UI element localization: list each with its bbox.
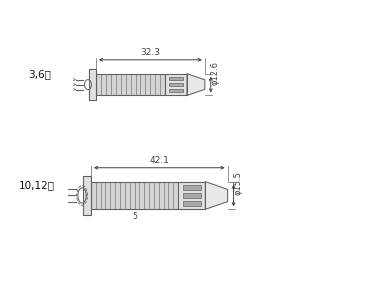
Bar [96,74,165,95]
Bar [83,176,91,215]
Bar [169,77,183,80]
Polygon shape [187,74,205,95]
Bar [91,181,178,209]
Text: 10,12極: 10,12極 [19,181,54,191]
Bar [183,201,201,206]
Bar [183,193,201,198]
Bar [183,185,201,190]
Bar [91,181,178,209]
Bar [169,89,183,92]
Bar [83,176,91,215]
Bar [178,181,205,209]
Text: 5: 5 [132,212,137,221]
Bar [169,83,183,86]
Bar [89,69,96,101]
Text: 32.3: 32.3 [140,48,160,57]
Bar [178,181,205,209]
Bar [96,74,165,95]
Bar [165,74,187,95]
Text: φ12.6: φ12.6 [210,60,219,85]
Bar [89,69,96,101]
Text: 42.1: 42.1 [149,156,169,165]
Text: 3,6極: 3,6極 [28,70,51,80]
Text: φ15.5: φ15.5 [233,172,242,195]
Polygon shape [205,181,228,209]
Bar [165,74,187,95]
